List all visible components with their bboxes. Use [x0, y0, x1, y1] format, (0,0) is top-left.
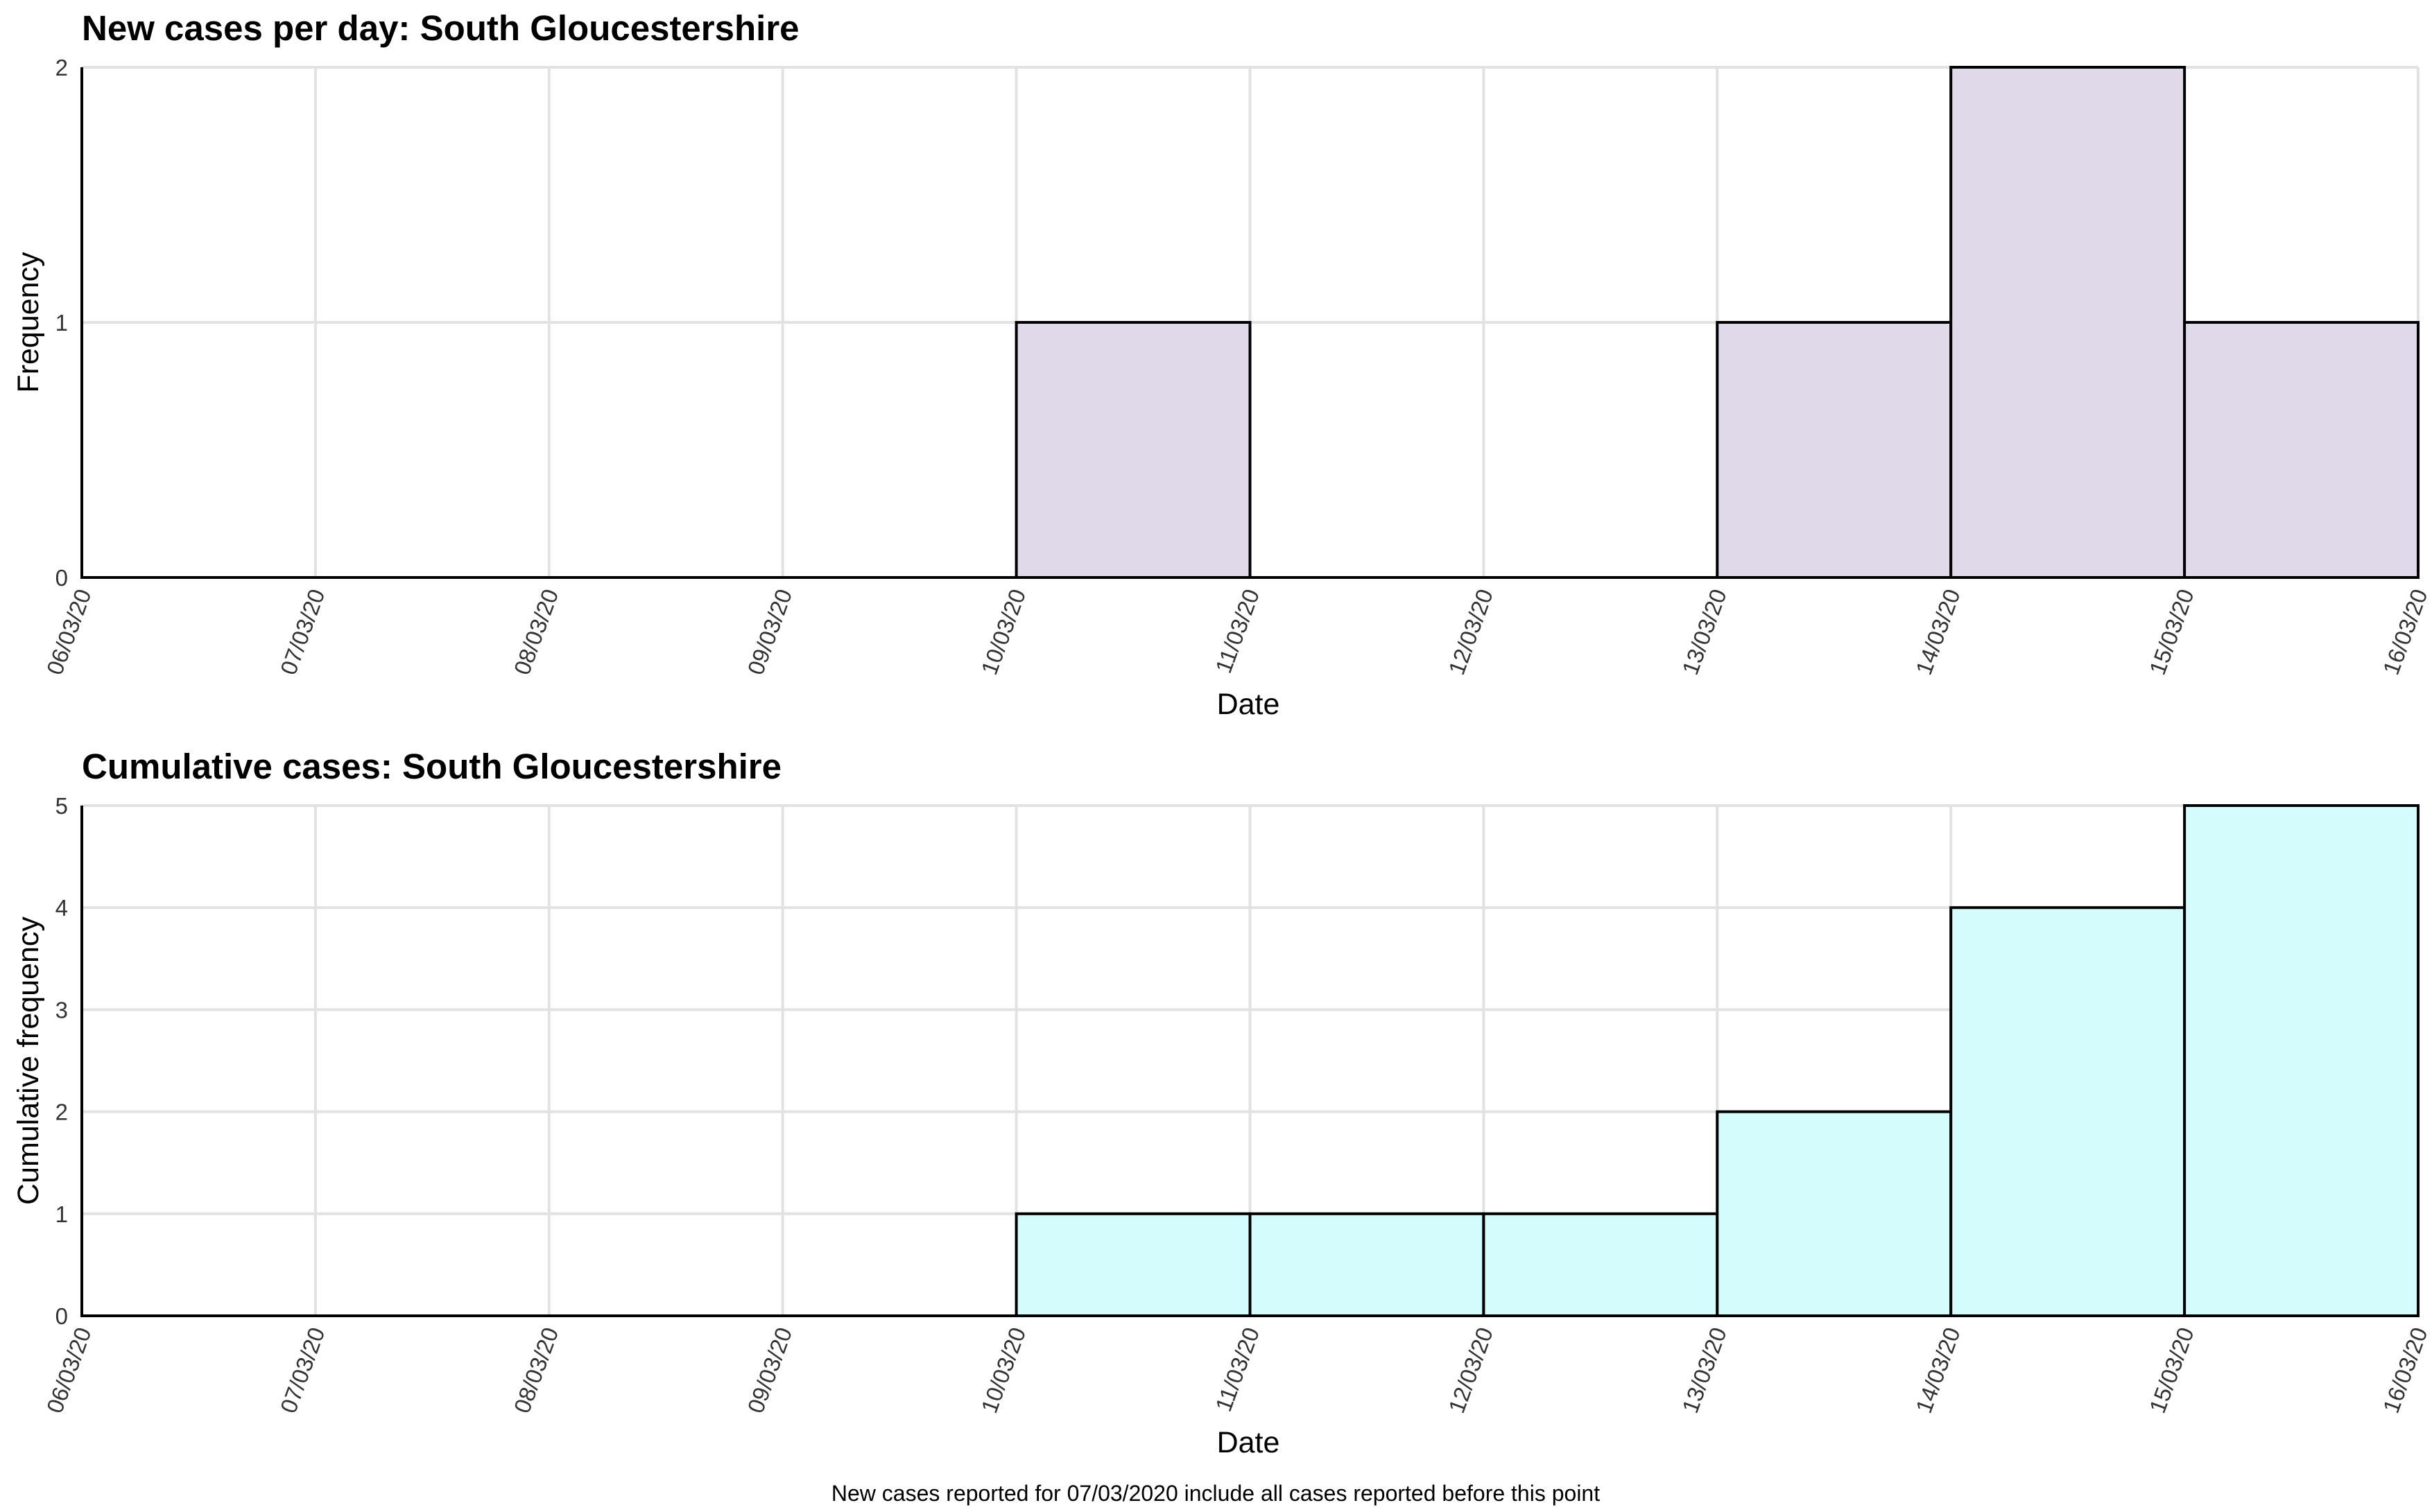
bar-13-03-20	[1716, 1110, 1953, 1317]
bar-15-03-20	[2183, 804, 2420, 1317]
x-tick-labels: 06/03/20 07/03/20 08/03/20 09/03/20 10/03/20…	[42, 1324, 2432, 1416]
chart-title: Cumulative cases: South Gloucestershire	[82, 747, 782, 786]
chart-title: New cases per day: South Gloucestershire	[82, 8, 800, 48]
y-tick-label: 3	[55, 997, 68, 1023]
x-tick-label: 15/03/20	[2144, 1324, 2199, 1416]
bar-13-03-20	[1716, 321, 1953, 579]
y-tick-label: 2	[55, 55, 68, 80]
x-tick-label: 11/03/20	[1210, 586, 1264, 677]
bar-14-03-20	[1949, 66, 2187, 579]
bar-14-03-20	[1949, 906, 2187, 1317]
x-tick-labels: 06/03/20 07/03/20 08/03/20 09/03/20 10/03/20…	[42, 586, 2432, 678]
x-tick-label: 16/03/20	[2378, 586, 2432, 678]
x-tick-label: 10/03/20	[976, 586, 1030, 678]
bar-11-03-20	[1248, 1212, 1485, 1318]
x-tick-label: 08/03/20	[509, 1324, 564, 1416]
bar-12-03-20	[1482, 1212, 1719, 1318]
x-tick-label: 12/03/20	[1443, 1324, 1498, 1416]
x-axis-label: Date	[1217, 1426, 1280, 1459]
y-axis-label: Cumulative frequency	[12, 916, 45, 1205]
y-tick-label: 1	[55, 1201, 68, 1227]
x-tick-label: 13/03/20	[1677, 586, 1732, 678]
y-tick-label: 4	[55, 895, 68, 921]
axes	[80, 67, 2418, 579]
y-tick-label: 5	[55, 793, 68, 819]
x-tick-label: 14/03/20	[1911, 586, 1965, 678]
x-tick-label: 16/03/20	[2378, 1324, 2432, 1416]
cumulative-cases-chart: Cumulative cases: South Gloucestershire …	[12, 747, 2432, 1459]
y-tick-label: 2	[55, 1100, 68, 1125]
x-tick-label: 14/03/20	[1911, 1324, 1965, 1416]
x-tick-label: 11/03/20	[1210, 1324, 1264, 1415]
footnote-caption: New cases reported for 07/03/2020 includ…	[831, 1481, 1600, 1506]
x-tick-label: 10/03/20	[976, 1324, 1030, 1416]
bars	[1015, 66, 2420, 579]
axes	[80, 806, 2418, 1317]
y-tick-label: 1	[55, 310, 68, 336]
y-tick-labels: 0 1 2 3 4 5	[55, 793, 68, 1329]
x-tick-label: 06/03/20	[42, 1324, 96, 1416]
x-tick-label: 06/03/20	[42, 586, 96, 678]
x-tick-label: 07/03/20	[275, 586, 330, 678]
x-tick-label: 15/03/20	[2144, 586, 2199, 678]
x-tick-label: 12/03/20	[1443, 586, 1498, 678]
x-tick-label: 13/03/20	[1677, 1324, 1732, 1416]
bar-10-03-20	[1015, 321, 1252, 579]
x-tick-label: 09/03/20	[743, 586, 797, 678]
y-tick-label: 0	[55, 1303, 68, 1329]
bar-15-03-20	[2183, 321, 2420, 579]
x-axis-label: Date	[1217, 688, 1280, 721]
y-axis-label: Frequency	[12, 252, 45, 393]
bar-10-03-20	[1015, 1212, 1252, 1318]
y-tick-label: 0	[55, 565, 68, 591]
new-cases-chart: New cases per day: South Gloucestershire…	[12, 8, 2432, 721]
x-tick-label: 08/03/20	[509, 586, 564, 678]
x-tick-label: 09/03/20	[743, 1324, 797, 1416]
y-tick-labels: 0 1 2	[55, 55, 68, 591]
bars	[1015, 804, 2420, 1318]
x-tick-label: 07/03/20	[275, 1324, 330, 1416]
